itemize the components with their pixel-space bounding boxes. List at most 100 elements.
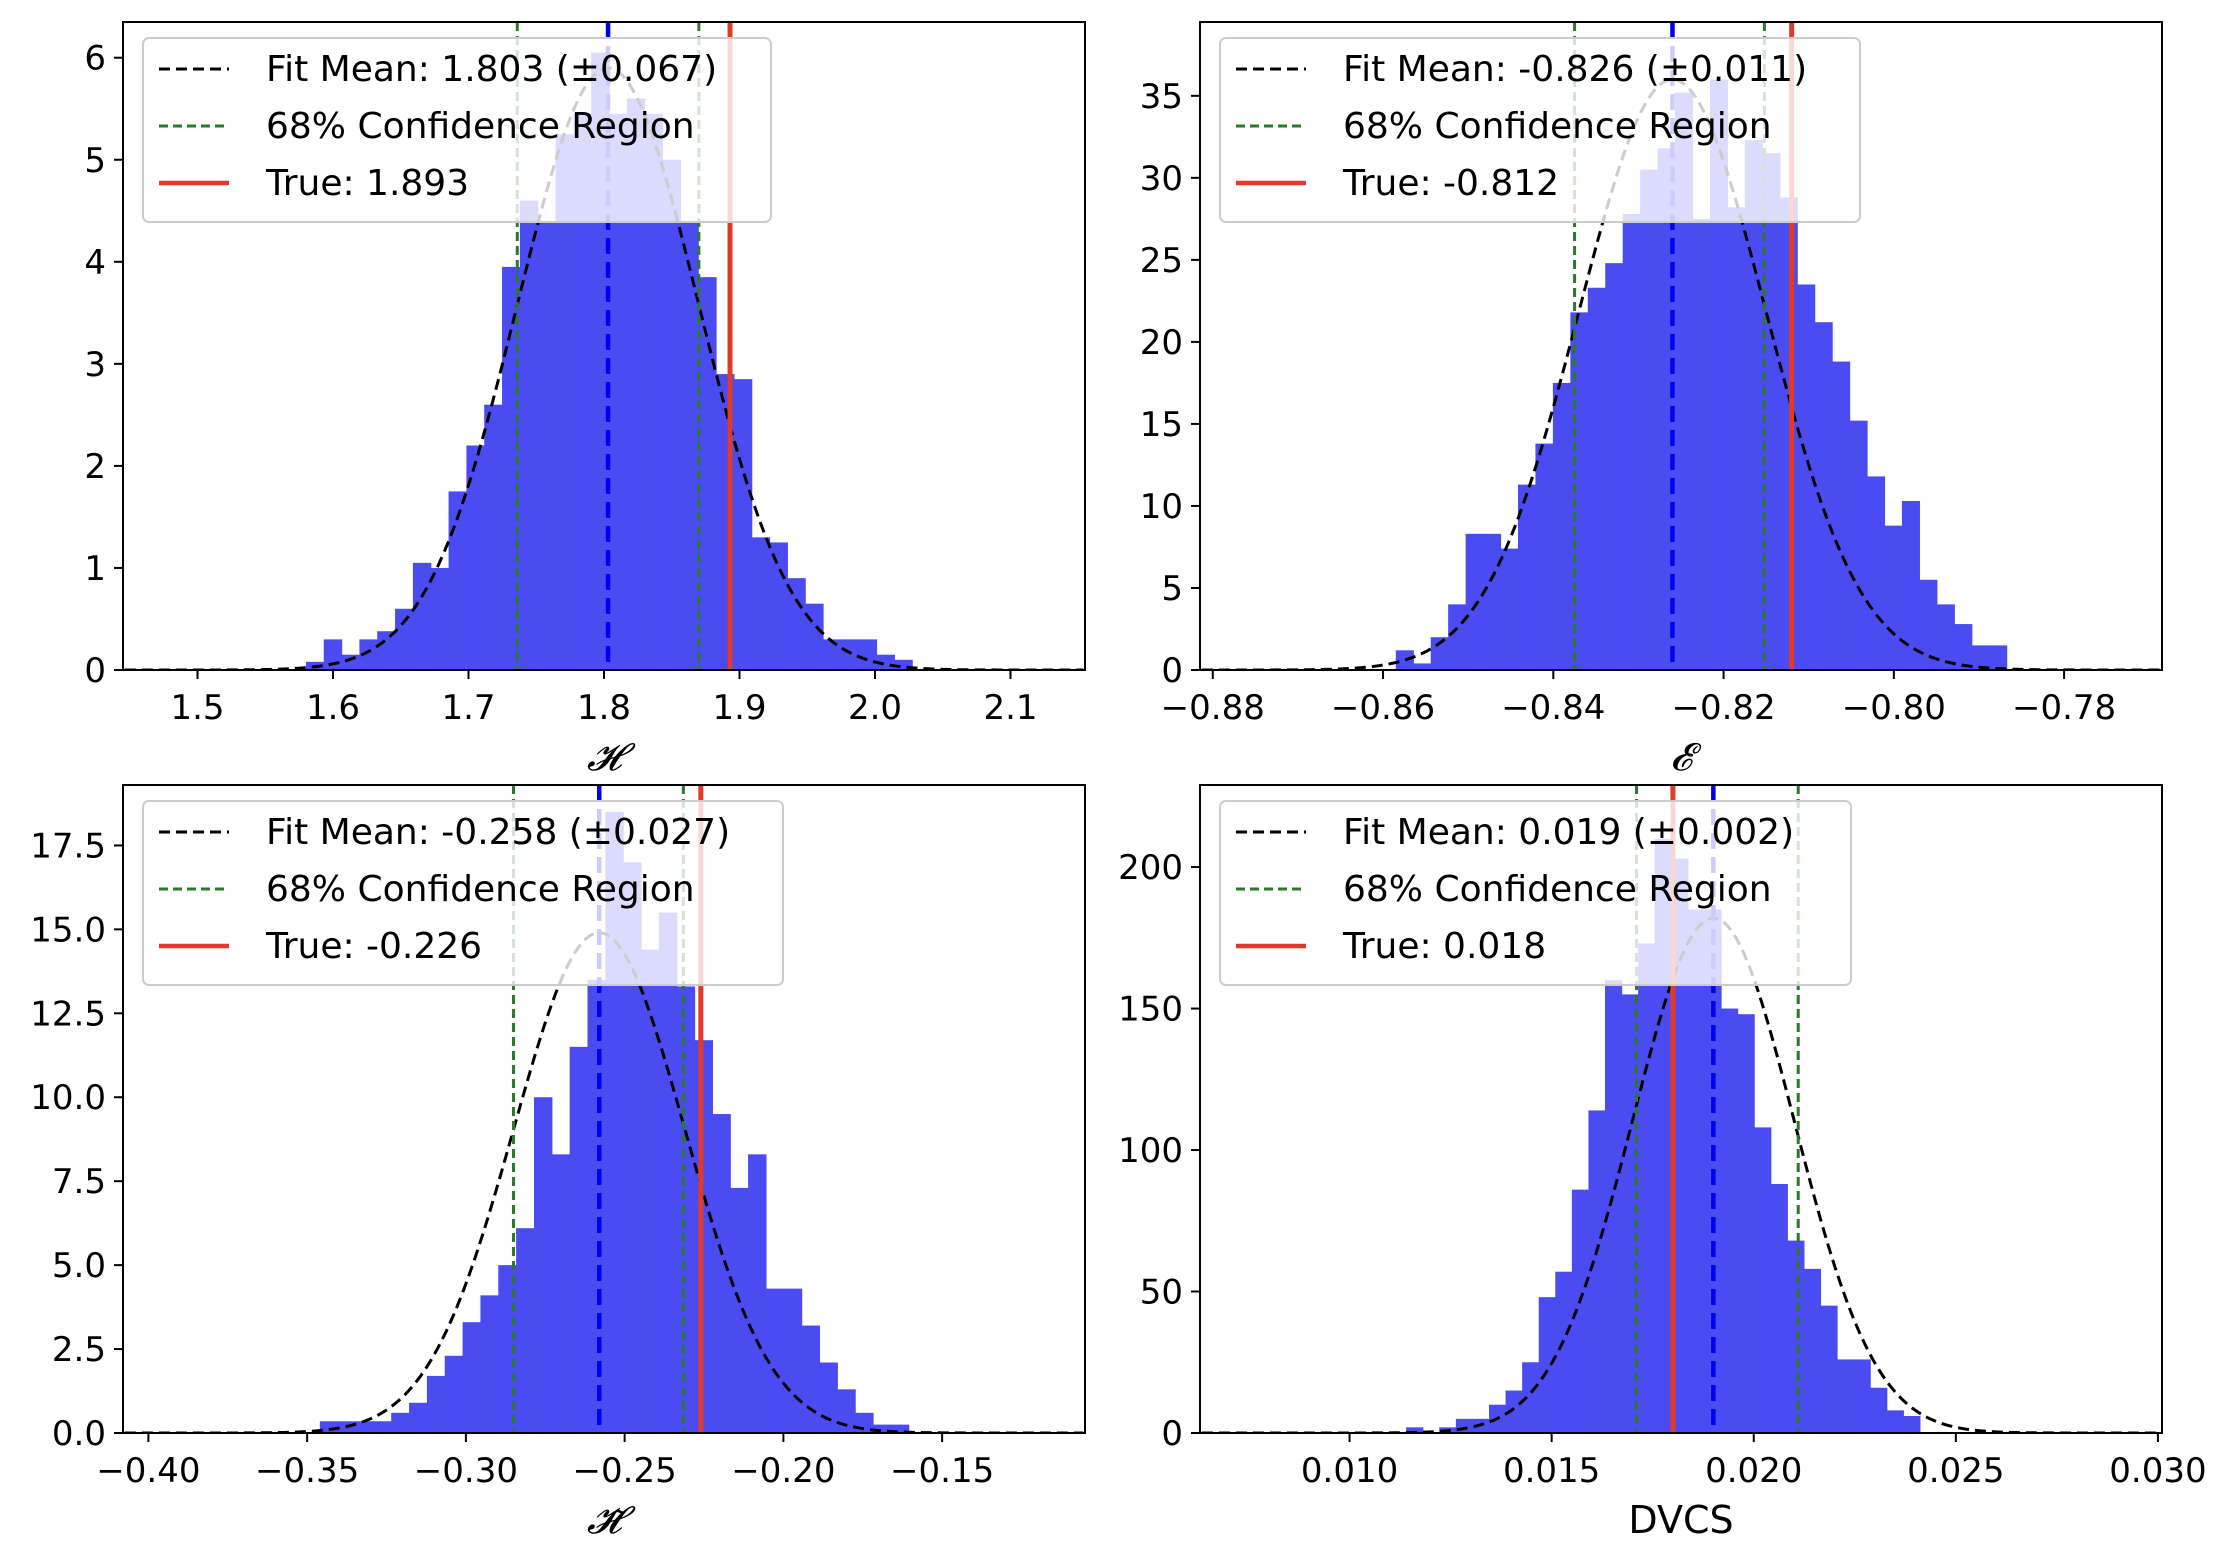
- y-tick-label: 17.5: [30, 826, 106, 866]
- histogram-bar: [409, 1402, 428, 1433]
- histogram-bar: [395, 608, 414, 670]
- histogram-bar: [587, 979, 606, 1433]
- histogram-bar: [1853, 1359, 1871, 1433]
- x-tick-label: −0.40: [96, 1451, 200, 1491]
- histogram-bar: [769, 542, 788, 670]
- histogram-bar: [412, 562, 432, 670]
- y-tick-label: 15.0: [30, 910, 106, 950]
- histogram-bar: [1522, 1362, 1540, 1433]
- histogram-bar: [644, 113, 664, 670]
- histogram-bar: [1605, 980, 1623, 1433]
- legend-box: [142, 37, 772, 223]
- y-tick-label: 5.0: [52, 1246, 106, 1286]
- y-tick-label: 2.5: [52, 1330, 106, 1370]
- histogram-bar: [1954, 624, 1973, 670]
- histogram-bar: [1406, 1427, 1424, 1433]
- histogram-bar: [1535, 443, 1554, 670]
- histogram-bar: [1832, 361, 1851, 670]
- y-tick-label: 1: [84, 549, 106, 589]
- histogram-bar: [787, 578, 806, 670]
- histogram-bar: [573, 113, 592, 670]
- panel-3: −0.40 −0.35 −0.30 −0.25 −0.20 −0.15 0.0 2.5 5.0 7…: [30, 784, 1086, 1542]
- histogram-bar: [502, 266, 521, 670]
- y-tick-label: 7.5: [52, 1162, 106, 1202]
- histogram-bar: [1638, 943, 1656, 1433]
- histogram-bar: [623, 862, 642, 1433]
- x-tick-label: 1.9: [712, 688, 766, 728]
- histogram-bar: [698, 277, 717, 670]
- x-tick-label: −0.78: [2012, 688, 2116, 728]
- histogram-bar: [712, 1114, 731, 1433]
- x-tick-label: 0.020: [1705, 1451, 1802, 1491]
- histogram-bar: [1448, 604, 1467, 670]
- panel-1: 1.5 1.6 1.7 1.8 1.9 2.0 2.1 0 1 2 3 4 5 6 𝓗 Fit Mean: 1…: [84, 21, 1086, 779]
- plot-area: [124, 785, 1084, 1433]
- legend-box: [1219, 37, 1861, 223]
- histogram-bar: [519, 200, 539, 670]
- x-tick-label: 2.0: [848, 688, 902, 728]
- y-tick-label: 200: [1118, 848, 1183, 888]
- axes-frame: [1199, 784, 2163, 1434]
- histogram-bar: [823, 639, 842, 670]
- legend-label-ci: 68% Confidence Region: [266, 106, 695, 147]
- histogram-bar: [1762, 153, 1781, 670]
- x-axis-label: DVCS: [1628, 1498, 1733, 1542]
- histogram-bar: [1483, 533, 1502, 670]
- histogram-bar: [1901, 501, 1920, 670]
- y-tick-label: 15: [1140, 405, 1183, 445]
- legend-label-ci: 68% Confidence Region: [1343, 869, 1772, 910]
- histogram-bar: [840, 639, 860, 670]
- histogram-bar: [765, 1288, 785, 1433]
- histogram-bar: [480, 1295, 499, 1433]
- histogram-bar: [1671, 858, 1689, 1433]
- histogram-bar: [1588, 1110, 1606, 1433]
- histogram-bar: [694, 1040, 713, 1433]
- histogram-bar: [359, 639, 378, 670]
- histogram-bar: [1770, 1183, 1788, 1433]
- x-tick-label: −0.25: [573, 1451, 677, 1491]
- histogram-bar: [1919, 579, 1938, 670]
- histogram-bar: [890, 1424, 910, 1433]
- histogram-bar: [426, 1375, 446, 1433]
- histogram-bar: [1870, 1387, 1888, 1433]
- histogram-bar: [1505, 1390, 1523, 1433]
- histogram-bar: [551, 1154, 571, 1433]
- x-tick-label: −0.20: [731, 1451, 835, 1491]
- x-tick-label: −0.88: [1161, 688, 1265, 728]
- histogram-bar: [1867, 476, 1886, 670]
- histogram-bar: [1779, 197, 1798, 670]
- histogram-bar: [537, 220, 557, 670]
- histogram-bar: [805, 603, 824, 670]
- histogram-bar: [516, 1228, 535, 1433]
- histogram-bar: [1721, 1008, 1739, 1433]
- histogram-bar: [1814, 322, 1833, 670]
- y-tick-label: 3: [84, 345, 106, 385]
- histogram-bar: [555, 134, 574, 670]
- legend-label-fit: Fit Mean: -0.258 (±0.027): [266, 812, 730, 853]
- y-tick-label: 20: [1140, 323, 1183, 363]
- y-tick-label: 10: [1140, 487, 1183, 527]
- histogram-bar: [730, 1187, 749, 1433]
- histogram-bar: [484, 404, 503, 670]
- histogram-bar: [1754, 1127, 1772, 1433]
- histogram-bar: [1413, 663, 1432, 670]
- histogram-bar: [319, 1421, 339, 1433]
- axes-frame: [1199, 21, 2163, 671]
- histogram-bar: [569, 1046, 589, 1433]
- panel-2: −0.88 −0.86 −0.84 −0.82 −0.80 −0.78 0 5 10 15 20 25…: [1140, 21, 2163, 779]
- y-tick-label: 2: [84, 447, 106, 487]
- histogram-bar: [1727, 207, 1746, 670]
- histogram-bar: [1622, 213, 1641, 670]
- histogram-bar: [1555, 1271, 1573, 1433]
- legend-box: [142, 800, 784, 986]
- histogram-bar: [609, 113, 628, 670]
- histogram-bar: [1552, 382, 1571, 670]
- y-tick-label: 25: [1140, 241, 1183, 281]
- legend: Fit Mean: -0.826 (±0.011) 68% Confidence …: [1219, 37, 1861, 223]
- legend-label-true: True: 0.018: [1342, 926, 1546, 967]
- histogram-bar: [676, 986, 696, 1433]
- legend: Fit Mean: 1.803 (±0.067) 68% Confidence R…: [142, 37, 772, 223]
- legend-label-fit: Fit Mean: 0.019 (±0.002): [1343, 812, 1794, 853]
- y-tick-label: 5: [84, 141, 106, 181]
